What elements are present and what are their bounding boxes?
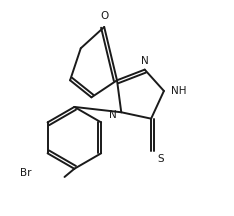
Text: N: N: [109, 110, 117, 121]
Text: N: N: [141, 56, 149, 67]
Text: S: S: [157, 154, 164, 164]
Text: Br: Br: [20, 168, 32, 178]
Text: O: O: [100, 11, 108, 21]
Text: NH: NH: [171, 86, 187, 96]
